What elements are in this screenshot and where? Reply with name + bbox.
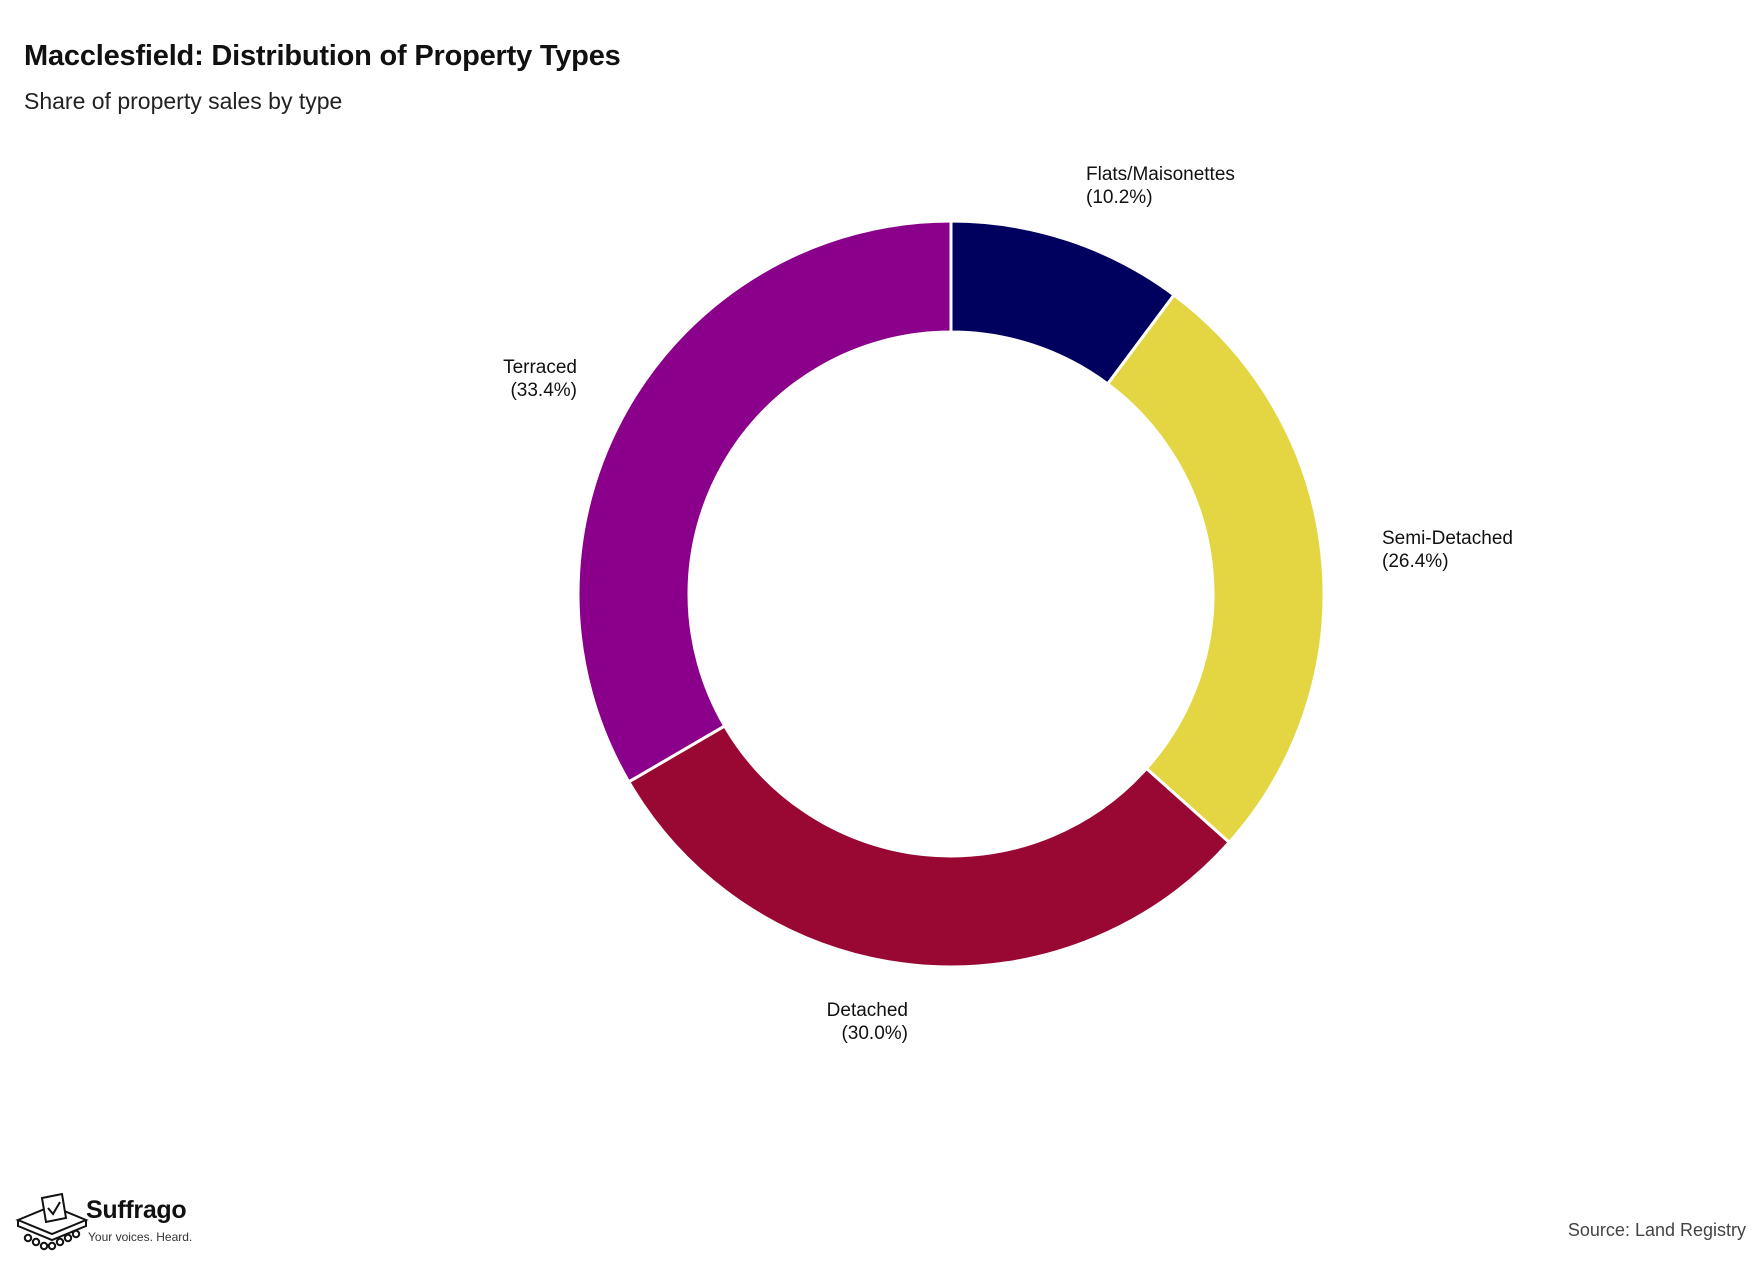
- slice-label-terraced: Terraced (33.4%): [503, 356, 577, 402]
- slice-label-name: Detached: [826, 1000, 908, 1021]
- chart-subtitle: Share of property sales by type: [24, 88, 343, 114]
- slice-label-detached: Detached (30.0%): [827, 999, 908, 1045]
- slice-label-name: Flats/Maisonettes: [1086, 164, 1235, 185]
- chart-title: Macclesfield: Distribution of Property T…: [24, 40, 621, 72]
- slice-label-name: Semi-Detached: [1382, 528, 1513, 549]
- donut-slice-detached: [626, 723, 1232, 969]
- slice-label-flats-maisonettes: Flats/Maisonettes (10.2%): [1086, 163, 1235, 209]
- slice-label-semi-detached: Semi-Detached (26.4%): [1382, 527, 1513, 573]
- donut-slice-terraced: [576, 219, 953, 784]
- source-note: Source: Land Registry: [1567, 1220, 1746, 1240]
- slice-label-value: (33.4%): [510, 380, 577, 401]
- slice-label-value: (30.0%): [841, 1023, 908, 1044]
- brand-name: Suffrago: [86, 1196, 187, 1224]
- donut-slice-semi-detached: [1105, 292, 1326, 845]
- slice-label-name: Terraced: [503, 357, 577, 378]
- ballot-box-icon: [15, 1192, 89, 1251]
- slice-label-value: (10.2%): [1086, 187, 1153, 208]
- slice-label-value: (26.4%): [1382, 551, 1449, 572]
- brand-tagline: Your voices. Heard.: [88, 1230, 193, 1244]
